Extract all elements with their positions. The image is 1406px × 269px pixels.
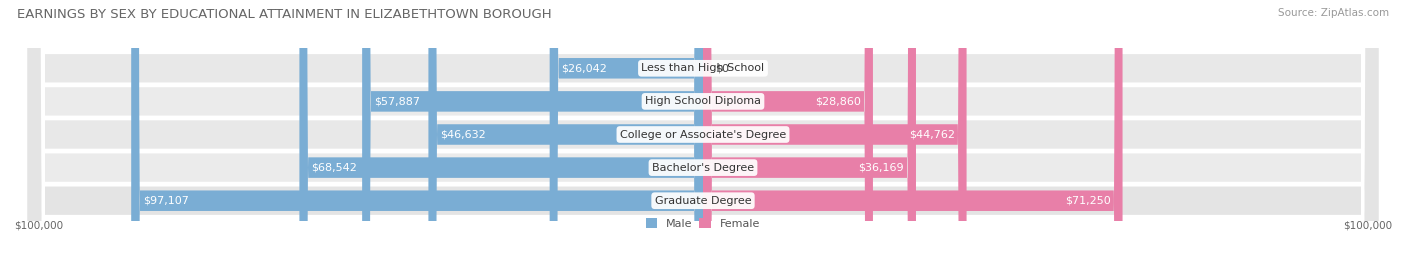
FancyBboxPatch shape — [131, 0, 703, 269]
FancyBboxPatch shape — [25, 0, 1381, 269]
Text: $68,542: $68,542 — [311, 162, 357, 173]
Text: $0: $0 — [714, 63, 728, 73]
Text: Less than High School: Less than High School — [641, 63, 765, 73]
Text: EARNINGS BY SEX BY EDUCATIONAL ATTAINMENT IN ELIZABETHTOWN BOROUGH: EARNINGS BY SEX BY EDUCATIONAL ATTAINMEN… — [17, 8, 551, 21]
Text: $28,860: $28,860 — [815, 96, 860, 107]
Text: $36,169: $36,169 — [859, 162, 904, 173]
Text: Source: ZipAtlas.com: Source: ZipAtlas.com — [1278, 8, 1389, 18]
FancyBboxPatch shape — [429, 0, 703, 269]
FancyBboxPatch shape — [25, 0, 1381, 269]
FancyBboxPatch shape — [25, 0, 1381, 269]
Text: $100,000: $100,000 — [14, 221, 63, 231]
Text: $100,000: $100,000 — [1343, 221, 1392, 231]
Text: High School Diploma: High School Diploma — [645, 96, 761, 107]
FancyBboxPatch shape — [703, 0, 1122, 269]
FancyBboxPatch shape — [550, 0, 703, 269]
Text: $44,762: $44,762 — [908, 129, 955, 140]
Text: $26,042: $26,042 — [561, 63, 607, 73]
Text: Graduate Degree: Graduate Degree — [655, 196, 751, 206]
Text: $57,887: $57,887 — [374, 96, 420, 107]
FancyBboxPatch shape — [25, 0, 1381, 269]
FancyBboxPatch shape — [25, 0, 1381, 269]
FancyBboxPatch shape — [703, 0, 873, 269]
Text: College or Associate's Degree: College or Associate's Degree — [620, 129, 786, 140]
FancyBboxPatch shape — [363, 0, 703, 269]
Text: $97,107: $97,107 — [143, 196, 188, 206]
FancyBboxPatch shape — [703, 0, 966, 269]
Text: $71,250: $71,250 — [1064, 196, 1111, 206]
FancyBboxPatch shape — [299, 0, 703, 269]
Text: $46,632: $46,632 — [440, 129, 486, 140]
Text: Bachelor's Degree: Bachelor's Degree — [652, 162, 754, 173]
FancyBboxPatch shape — [703, 0, 915, 269]
Legend: Male, Female: Male, Female — [647, 218, 759, 229]
